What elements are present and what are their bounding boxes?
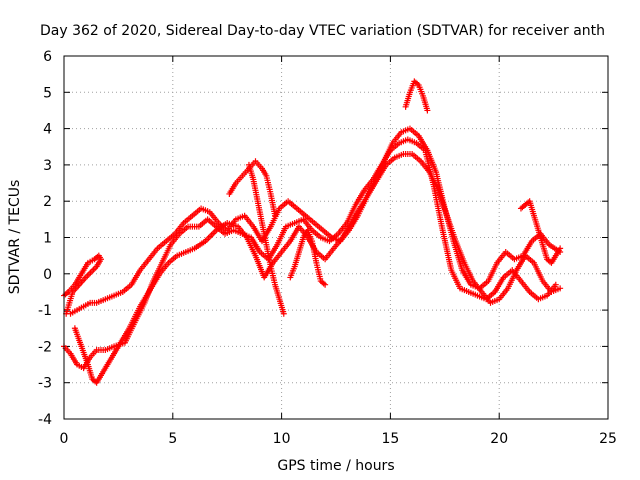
data-point [322,281,329,288]
data-point [557,245,564,252]
series-track-4 [71,151,564,386]
y-tick-label: 3 [43,158,52,174]
y-tick-label: 0 [43,267,52,283]
y-tick-label: 5 [43,85,52,101]
data-point [280,310,287,317]
x-axis-label: GPS time / hours [277,458,394,474]
series-track-7 [287,227,329,288]
y-tick-label: 6 [43,49,52,65]
series-track-9 [517,198,564,266]
series-track-8 [402,78,431,114]
data-point [557,285,564,292]
y-tick-label: 2 [43,194,52,210]
y-tick-label: -4 [38,412,52,428]
data-point [272,212,279,219]
plot-frame [63,55,609,420]
y-tick-label: -3 [38,376,52,392]
x-tick-label: 20 [490,431,508,447]
x-tick-label: 10 [273,431,291,447]
x-tick-labels: 0 5 10 15 20 25 [60,431,617,447]
chart-title: Day 362 of 2020, Sidereal Day-to-day VTE… [40,23,605,39]
grid-lines [64,56,608,419]
data-points [61,78,564,386]
y-axis-label: SDTVAR / TECUs [7,180,23,295]
y-tick-label: 4 [43,122,52,138]
y-tick-labels: -4 -3 -2 -1 0 1 2 3 4 5 6 [38,49,52,428]
data-point [552,281,559,288]
x-tick-label: 15 [381,431,399,447]
series-track-3 [67,125,564,317]
x-tick-label: 0 [60,431,69,447]
y-tick-label: -1 [38,303,52,319]
y-tick-label: 1 [43,231,52,247]
series-track-2 [61,136,559,372]
y-tick-label: -2 [38,339,52,355]
x-tick-label: 25 [599,431,617,447]
data-point [424,107,431,114]
series-track-6 [226,158,279,219]
x-tick-label: 5 [168,431,177,447]
